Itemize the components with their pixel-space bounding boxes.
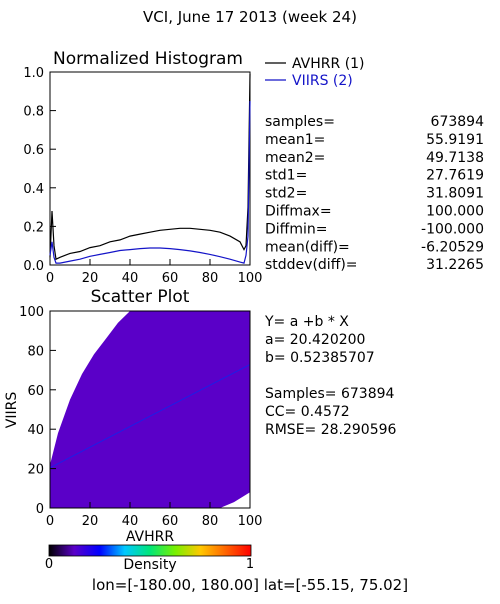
scatter-ytick-label: 60 [27, 384, 44, 399]
histogram-xtick-label: 20 [82, 271, 99, 286]
scatter-ytick-label: 20 [27, 463, 44, 478]
histogram-series-1-line [49, 73, 251, 261]
histogram-stats: samples= 673894 mean1= 55.9191 mean2= 49.7138… [265, 114, 484, 273]
legend-label-2: VIIRS (2) [292, 73, 353, 89]
histogram-xtick-label: 80 [202, 271, 219, 286]
stat-label: std2= [265, 186, 307, 202]
density-colorbar: 0 Density 1 [45, 544, 254, 573]
scatter-annotation: Samples= 673894 [265, 386, 395, 402]
colorbar-gradient [48, 544, 252, 557]
stat-value: 673894 [431, 114, 485, 130]
histogram-title: Normalized Histogram [53, 49, 243, 69]
scatter-ytick-label: 100 [19, 305, 44, 320]
scatter-fit-line [50, 364, 250, 469]
histogram-chart: Normalized Histogram 0 20 40 60 80 100 0.0 0.2 0… [23, 49, 484, 286]
stat-label: mean1= [265, 132, 325, 148]
histogram-ytick-label: 0.8 [23, 105, 44, 120]
stat-value: -100.000 [421, 221, 484, 237]
histogram-frame [49, 71, 251, 266]
colorbar-label: Density [123, 557, 176, 573]
histogram-ytick-label: 1.0 [23, 66, 44, 81]
histogram-ytick-label: 0.2 [23, 220, 44, 235]
stat-label: Diffmax= [265, 204, 332, 220]
scatter-xtick-label: 40 [122, 514, 139, 529]
stat-label: samples= [265, 114, 335, 130]
histogram-ytick-label: 0.6 [23, 143, 44, 158]
histogram-ytick-label: 0.4 [23, 182, 44, 197]
scatter-xlabel: AVHRR [126, 529, 175, 545]
scatter-ytick-label: 80 [27, 344, 44, 359]
stat-value: 100.000 [426, 204, 484, 220]
histogram-xtick-label: 60 [162, 271, 179, 286]
histogram-series-2-line [49, 100, 251, 264]
scatter-title: Scatter Plot [91, 287, 190, 307]
stat-value: 27.7619 [426, 168, 484, 184]
stat-value: 49.7138 [426, 150, 484, 166]
stat-value: 31.2265 [426, 257, 484, 273]
stat-label: std1= [265, 168, 307, 184]
scatter-annotation: CC= 0.4572 [265, 404, 350, 420]
scatter-annotation: b= 0.52385707 [265, 350, 375, 366]
colorbar-min-label: 0 [45, 557, 53, 572]
stat-label: stddev(diff)= [265, 257, 358, 273]
histogram-legend: AVHRR (1)VIIRS (2) [265, 56, 365, 89]
histogram-ytick-label: 0.0 [23, 259, 44, 274]
histogram-xtick-label: 40 [122, 271, 139, 286]
histogram-xtick-label: 100 [238, 271, 263, 286]
scatter-xtick-label: 80 [202, 514, 219, 529]
stat-label: Diffmin= [265, 221, 327, 237]
colorbar-max-label: 1 [246, 557, 254, 572]
scatter-ylabel: VIIRS [4, 392, 20, 429]
figure-title: VCI, June 17 2013 (week 24) [143, 8, 357, 26]
scatter-xtick-label: 60 [162, 514, 179, 529]
stat-label: mean2= [265, 150, 325, 166]
scatter-annotation: Y= a +b * X [264, 314, 349, 330]
scatter-ytick-label: 0 [36, 502, 44, 517]
scatter-xtick-label: 20 [82, 514, 99, 529]
scatter-annotation: a= 20.420200 [265, 332, 365, 348]
scatter-frame [49, 310, 251, 509]
scatter-annotation: RMSE= 28.290596 [265, 422, 397, 438]
scatter-xtick-label: 100 [238, 514, 263, 529]
histogram-xtick-label: 0 [46, 271, 54, 286]
scatter-xtick-label: 0 [46, 514, 54, 529]
region-footer: lon=[-180.00, 180.00] lat=[-55.15, 75.02… [92, 576, 408, 594]
scatter-ytick-label: 40 [27, 423, 44, 438]
stat-value: 31.8091 [426, 186, 484, 202]
scatter-point-cloud [50, 311, 250, 508]
stat-value: -6.20529 [421, 239, 484, 255]
stat-label: mean(diff)= [265, 239, 350, 255]
scatter-chart: Scatter Plot 0 20 40 60 80 100 0 20 40 60 80 100 AV… [4, 287, 397, 545]
stat-value: 55.9191 [426, 132, 484, 148]
legend-label-1: AVHRR (1) [292, 56, 365, 72]
scatter-annotations: Y= a +b * X a= 20.420200 b= 0.52385707 Samp… [264, 314, 397, 438]
